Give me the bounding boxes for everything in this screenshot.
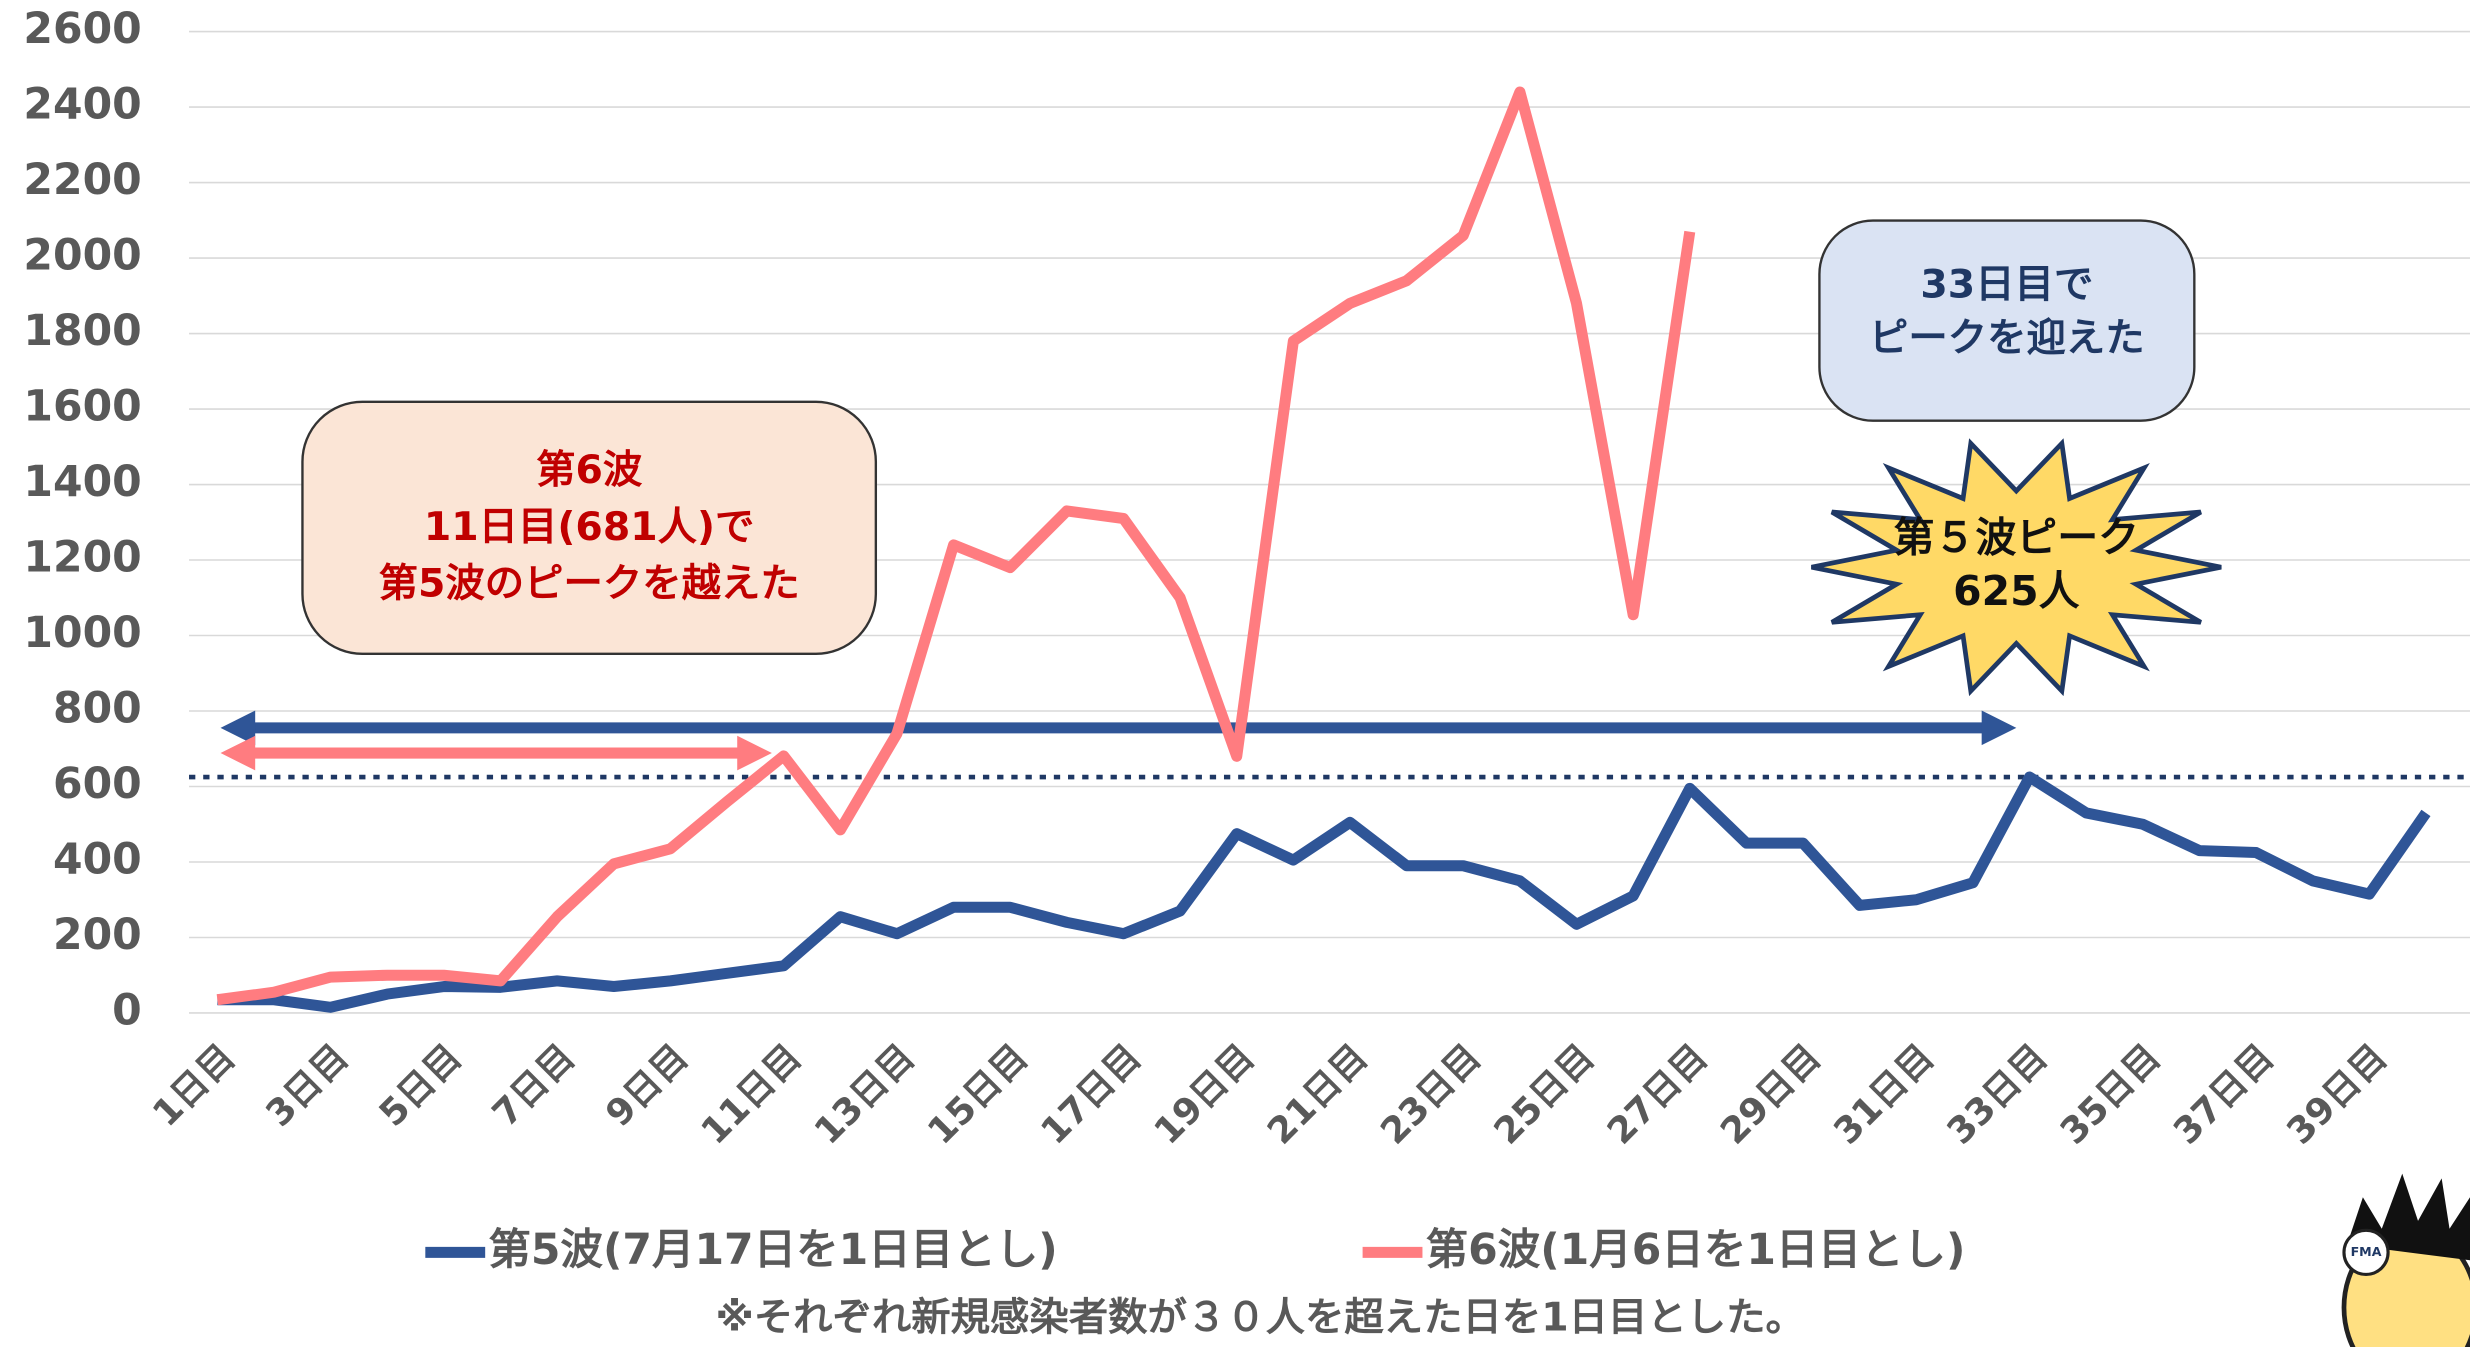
x-tick-label: 23日目 (1372, 1035, 1489, 1152)
y-tick-label: 1800 (23, 307, 141, 356)
y-tick-label: 2600 (23, 5, 141, 54)
x-tick-label: 35日目 (2052, 1035, 2169, 1152)
y-tick-label: 2000 (23, 232, 141, 281)
y-tick-label: 0 (112, 986, 142, 1035)
mascot: FMA (2341, 1173, 2470, 1347)
y-tick-label: 2200 (23, 156, 141, 205)
y-tick-label: 800 (53, 685, 142, 734)
x-tick-label: 37日目 (2165, 1035, 2282, 1152)
x-tick-label: 13日目 (806, 1035, 923, 1152)
callout-box (301, 400, 878, 655)
footnote: ※それぞれ新規感染者数が３０人を超えた日を1日目とした。 (715, 1295, 1804, 1341)
callout-text: 第6波 (536, 447, 643, 493)
x-tick-label: 11日目 (692, 1035, 809, 1152)
y-tick-label: 1400 (23, 458, 141, 507)
y-tick-label: 200 (53, 911, 142, 960)
legend-label: 第6波(1月6日を1日目とし) (1426, 1226, 1966, 1275)
svg-text:FMA: FMA (2351, 1244, 2382, 1259)
callout-box (1818, 219, 2196, 422)
callout-text: 第5波のピークを越えた (379, 561, 800, 607)
y-tick-label: 1000 (23, 609, 141, 658)
starburst-text: 625人 (1953, 567, 2079, 615)
y-tick-label: 400 (53, 835, 142, 884)
x-tick-label: 3日目 (257, 1035, 356, 1134)
x-tick-label: 17日目 (1032, 1035, 1149, 1152)
x-tick-label: 29日目 (1712, 1035, 1829, 1152)
y-tick-label: 1200 (23, 534, 141, 583)
x-tick-label: 31日目 (1825, 1035, 1942, 1152)
x-tick-label: 9日目 (597, 1035, 696, 1134)
y-tick-label: 1600 (23, 383, 141, 432)
x-tick-label: 19日目 (1146, 1035, 1263, 1152)
x-tick-label: 5日目 (370, 1035, 469, 1134)
legend-label: 第5波(7月17日を1日目とし) (488, 1226, 1057, 1275)
starburst (1811, 438, 2222, 697)
x-tick-label: 1日目 (144, 1035, 243, 1134)
callout-text: 33日目で (1920, 261, 2093, 307)
starburst-text: 第５波ピーク (1894, 513, 2140, 561)
x-tick-label: 21日目 (1259, 1035, 1376, 1152)
series-line (216, 86, 1696, 1006)
callout-text: ピークを迎えた (1869, 315, 2145, 361)
x-tick-label: 33日目 (1938, 1035, 2055, 1152)
callout-text: 11日目(681人)で (424, 504, 754, 550)
y-tick-label: 2400 (23, 81, 141, 130)
y-tick-label: 600 (53, 760, 142, 809)
x-tick-label: 7日目 (484, 1035, 583, 1134)
x-tick-label: 27日目 (1599, 1035, 1716, 1152)
series-line (217, 771, 2431, 1013)
x-tick-label: 15日目 (919, 1035, 1036, 1152)
x-tick-label: 25日目 (1485, 1035, 1602, 1152)
x-tick-label: 39日目 (2278, 1035, 2395, 1152)
